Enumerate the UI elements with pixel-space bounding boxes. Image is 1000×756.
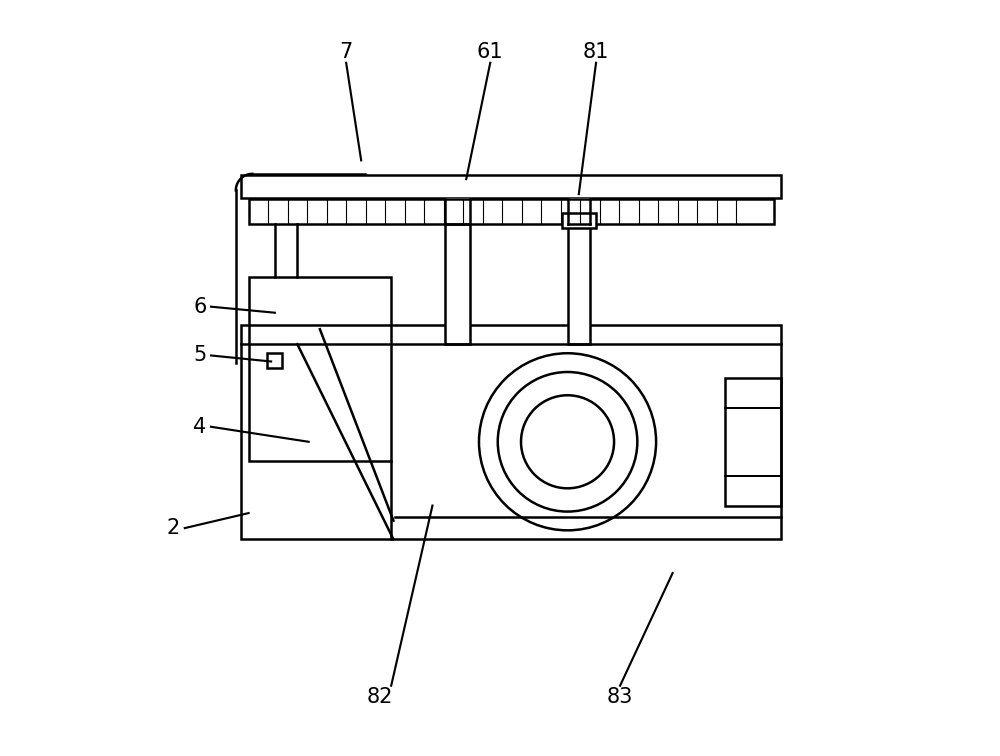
Text: 81: 81: [583, 42, 609, 61]
Text: 83: 83: [607, 687, 633, 707]
Bar: [445, 225, 470, 344]
Bar: [562, 213, 596, 228]
Text: 7: 7: [340, 42, 353, 61]
Bar: [568, 225, 590, 344]
Bar: [249, 200, 774, 225]
Text: 61: 61: [477, 42, 504, 61]
Text: 82: 82: [367, 687, 393, 707]
Bar: [725, 378, 781, 506]
Text: 6: 6: [193, 296, 207, 317]
Bar: [267, 353, 282, 368]
Text: 2: 2: [167, 518, 180, 538]
Bar: [241, 175, 781, 198]
Bar: [249, 277, 391, 460]
Bar: [568, 198, 590, 225]
Text: 5: 5: [193, 345, 206, 365]
Bar: [445, 198, 470, 225]
Text: 4: 4: [193, 417, 206, 437]
Bar: [241, 326, 781, 539]
